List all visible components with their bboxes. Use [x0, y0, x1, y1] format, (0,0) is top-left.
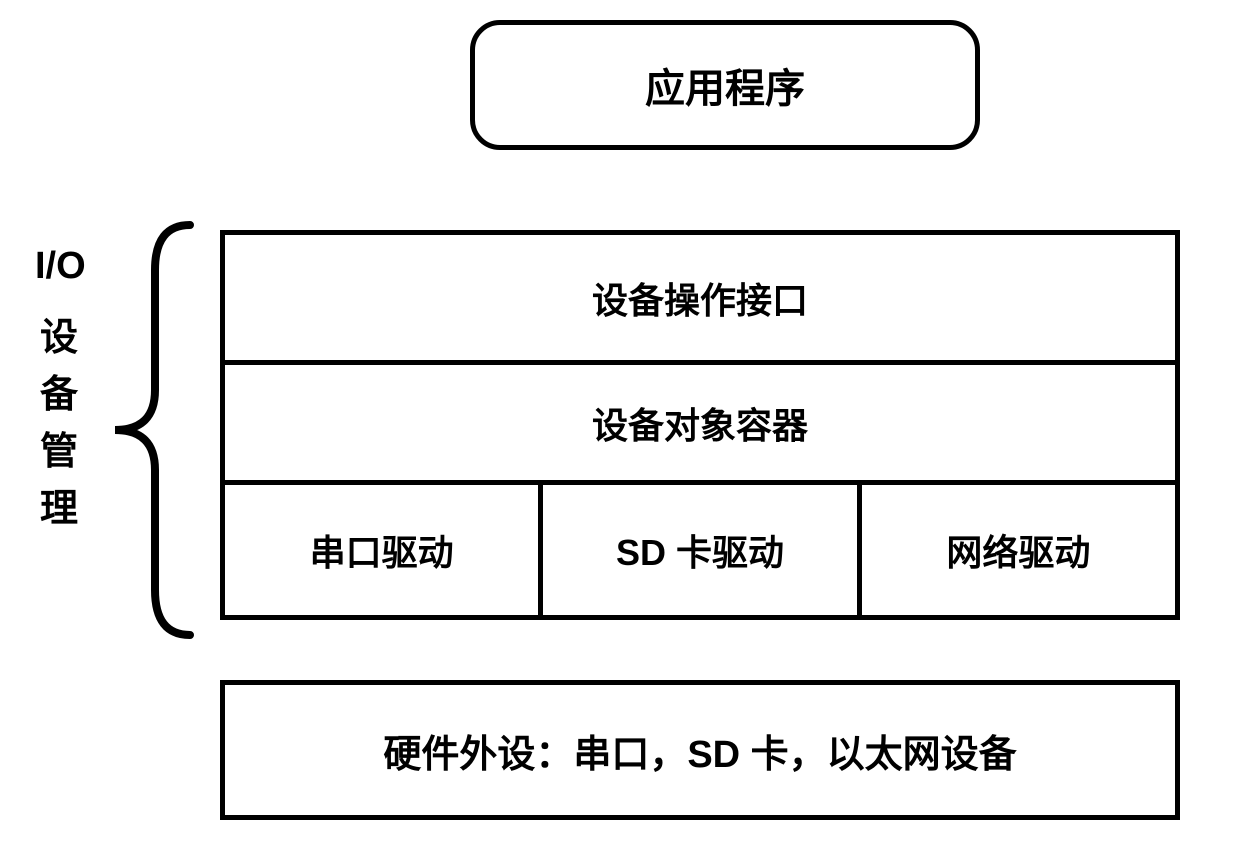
hardware-peripherals-box: 硬件外设：串口，SD 卡，以太网设备: [220, 680, 1180, 820]
hardware-label: 硬件外设：串口，SD 卡，以太网设备: [383, 723, 1016, 778]
layer-label: 设备对象容器: [592, 397, 808, 449]
layer-label: 设备操作接口: [592, 272, 808, 324]
io-management-stack: 设备操作接口 设备对象容器 串口驱动 SD 卡驱动 网络驱动: [220, 230, 1180, 620]
driver-row: 串口驱动 SD 卡驱动 网络驱动: [220, 485, 1180, 620]
device-operation-interface-layer: 设备操作接口: [220, 230, 1180, 365]
driver-label: 串口驱动: [310, 524, 454, 576]
io-label-horizontal: I/O: [35, 245, 86, 288]
device-object-container-layer: 设备对象容器: [220, 365, 1180, 485]
network-driver-cell: 网络驱动: [862, 485, 1175, 615]
driver-label: SD 卡驱动: [616, 524, 784, 576]
curly-brace-icon: [100, 220, 200, 640]
serial-driver-cell: 串口驱动: [225, 485, 543, 615]
driver-label: 网络驱动: [946, 524, 1090, 576]
sd-driver-cell: SD 卡驱动: [543, 485, 861, 615]
io-label-vertical: 设 备 管 理: [40, 310, 78, 538]
application-box: 应用程序: [470, 20, 980, 150]
application-label: 应用程序: [645, 56, 805, 114]
